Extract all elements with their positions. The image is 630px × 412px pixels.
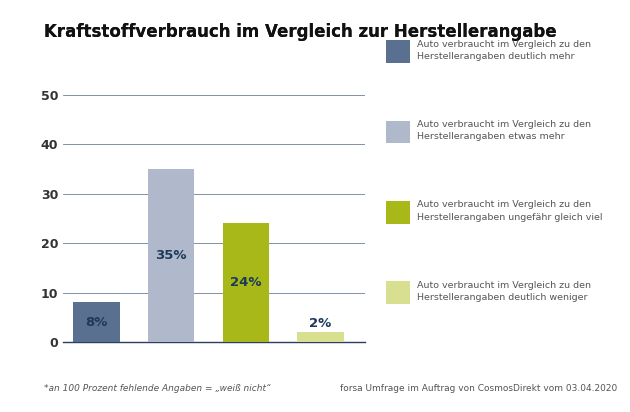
Text: Kraftstoffverbrauch im Vergleich zur Herstellerangabe: Kraftstoffverbrauch im Vergleich zur Her… [44, 23, 557, 41]
Text: Auto verbraucht im Vergleich zu den
Herstellerangaben deutlich mehr: Auto verbraucht im Vergleich zu den Hers… [417, 40, 591, 61]
Text: 8%: 8% [86, 316, 108, 329]
Text: Kraftstoffverbrauch im Vergleich zur Herstellerangabe (Auszug)*: Kraftstoffverbrauch im Vergleich zur Her… [44, 23, 630, 41]
Text: Auto verbraucht im Vergleich zu den
Herstellerangaben ungefähr gleich viel: Auto verbraucht im Vergleich zu den Hers… [417, 201, 602, 222]
Bar [223, 223, 269, 342]
Text: *an 100 Prozent fehlende Angaben = „weiß nicht“: *an 100 Prozent fehlende Angaben = „weiß… [44, 384, 271, 393]
Bar [74, 302, 120, 342]
Text: Auto verbraucht im Vergleich zu den
Herstellerangaben deutlich weniger: Auto verbraucht im Vergleich zu den Hers… [417, 281, 591, 302]
Text: 2%: 2% [309, 316, 332, 330]
Text: 24%: 24% [230, 276, 261, 289]
Text: forsa Umfrage im Auftrag von CosmosDirekt vom 03.04.2020: forsa Umfrage im Auftrag von CosmosDirek… [340, 384, 617, 393]
Bar [297, 332, 344, 342]
Text: 35%: 35% [156, 249, 187, 262]
Bar [148, 169, 195, 342]
Text: Auto verbraucht im Vergleich zu den
Herstellerangaben etwas mehr: Auto verbraucht im Vergleich zu den Hers… [417, 120, 591, 141]
Text: Kraftstoffverbrauch im Vergleich zur Herstellerangabe: Kraftstoffverbrauch im Vergleich zur Her… [44, 23, 557, 41]
